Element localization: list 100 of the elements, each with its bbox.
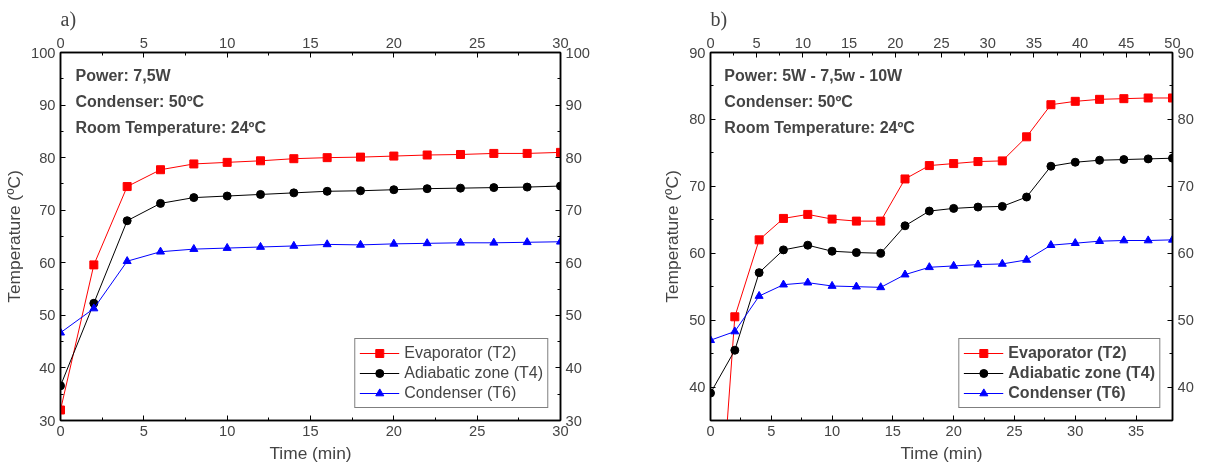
annotation: Power: 7,5W <box>75 67 172 85</box>
point <box>1046 240 1056 249</box>
point <box>754 290 764 299</box>
point <box>156 198 165 208</box>
x-tick-label: 25 <box>469 34 486 51</box>
point <box>949 260 959 269</box>
point <box>997 201 1007 211</box>
point <box>222 242 232 251</box>
x-tick-label: 20 <box>385 34 402 51</box>
point <box>900 174 910 184</box>
point <box>1070 238 1080 246</box>
x-tick-label: 35 <box>1127 422 1145 439</box>
point <box>1046 161 1056 171</box>
point <box>322 186 332 196</box>
point <box>803 277 813 286</box>
x-axis-title: Time (min) <box>269 442 352 463</box>
point <box>730 312 740 322</box>
x-tick-label: 5 <box>139 34 148 51</box>
point <box>924 161 934 171</box>
point <box>489 148 499 158</box>
point <box>189 159 199 169</box>
y2-tick-label: 40 <box>1177 379 1194 396</box>
point <box>356 152 365 162</box>
point <box>1022 132 1032 142</box>
annotation: Power: 5W - 7,5w - 10W <box>724 67 904 85</box>
x-tick-label: 15 <box>302 34 319 51</box>
point <box>754 268 764 278</box>
point <box>1143 235 1153 244</box>
x-tick-label: 25 <box>1006 422 1023 439</box>
point <box>827 280 837 289</box>
point <box>122 216 132 226</box>
point <box>456 183 465 193</box>
point <box>827 214 837 224</box>
legend-label: Condenser (T6) <box>1008 384 1126 402</box>
legend-label: Evaporator (T2) <box>404 344 517 362</box>
y2-tick-label: 70 <box>565 202 582 219</box>
annotation: Room Temperature: 24ºC <box>75 118 267 136</box>
point <box>876 248 886 258</box>
point <box>189 193 199 203</box>
point <box>973 202 983 212</box>
point <box>89 260 99 270</box>
point <box>156 246 165 255</box>
point <box>924 206 934 216</box>
point <box>973 259 983 268</box>
x-tick-label: 5 <box>767 422 776 439</box>
y2-tick-label: 60 <box>565 254 582 271</box>
point <box>778 279 788 288</box>
legend-label: Condenser (T6) <box>404 384 517 402</box>
point <box>778 245 788 255</box>
point <box>422 184 432 194</box>
y-tick-label: 80 <box>689 111 706 128</box>
point <box>289 240 299 249</box>
x-tick-label: 20 <box>945 422 962 439</box>
point <box>289 188 299 198</box>
point <box>89 303 99 312</box>
legend-label: Adiabatic zone (T4) <box>404 364 543 382</box>
chart-title: a) <box>60 7 77 31</box>
point <box>1046 100 1056 110</box>
y2-tick-label: 60 <box>1177 245 1194 262</box>
y-tick-label: 90 <box>39 97 56 114</box>
point <box>356 186 365 196</box>
x2-tick-label: 40 <box>1071 34 1089 51</box>
point <box>1119 94 1129 104</box>
point <box>949 203 959 213</box>
point <box>522 237 532 246</box>
point <box>422 238 432 247</box>
point <box>422 150 432 160</box>
y2-tick-label: 80 <box>1177 111 1194 128</box>
point <box>851 216 861 226</box>
point <box>489 237 499 246</box>
point <box>778 213 788 223</box>
point <box>803 240 813 250</box>
point <box>389 185 399 195</box>
point <box>924 262 934 271</box>
point <box>389 151 399 161</box>
y-tick-label: 40 <box>689 379 706 396</box>
point <box>522 148 532 158</box>
x-axis-title: Time (min) <box>900 442 983 463</box>
y-tick-label: 50 <box>689 312 706 329</box>
point <box>754 235 764 245</box>
point <box>730 326 740 335</box>
point <box>522 182 532 192</box>
y2-tick-label: 50 <box>565 307 582 324</box>
point <box>997 156 1007 166</box>
point <box>256 189 265 199</box>
point <box>456 149 465 159</box>
point <box>997 258 1007 267</box>
point <box>289 154 299 164</box>
point <box>1119 155 1129 165</box>
point <box>189 244 199 252</box>
x-tick-label: 15 <box>884 422 902 439</box>
y-axis-title: Temperature (ºC) <box>662 170 683 303</box>
x-tick-label: 10 <box>823 422 841 439</box>
point <box>1022 192 1032 202</box>
x-tick-label: 10 <box>219 34 236 51</box>
y-tick-label: 80 <box>39 149 56 166</box>
y-tick-label: 50 <box>39 307 56 324</box>
legend-label: Evaporator (T2) <box>1008 344 1127 362</box>
point <box>322 239 332 248</box>
point <box>456 237 465 246</box>
